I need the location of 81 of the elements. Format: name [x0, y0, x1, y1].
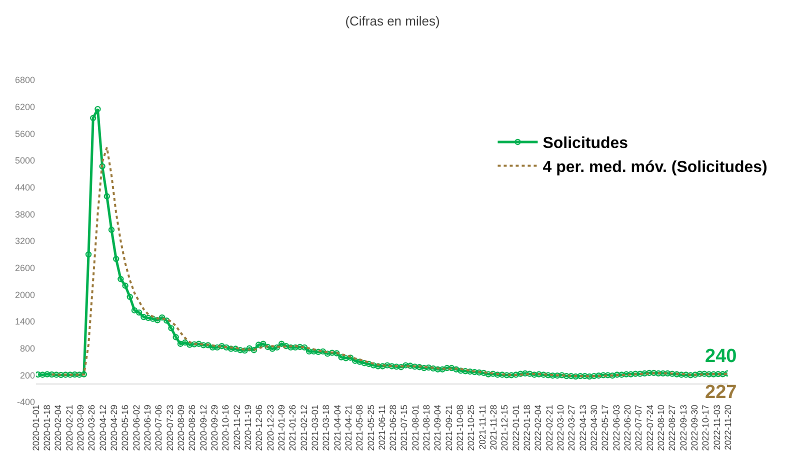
x-tick-label: 2022-01-01	[510, 404, 521, 451]
x-tick-label: 2020-01-01	[30, 404, 41, 451]
x-tick-label: 2022-05-17	[600, 404, 610, 451]
x-tick-label: 2020-10-16	[220, 404, 231, 451]
y-tick-label: 200	[20, 370, 35, 380]
x-tick-label: 2022-07-07	[634, 404, 644, 451]
x-tick-label: 2022-09-30	[689, 404, 700, 451]
x-tick-label: 2022-09-13	[678, 404, 688, 451]
x-tick-label: 2020-02-21	[64, 404, 74, 451]
x-tick-label: 2021-12-15	[500, 404, 510, 451]
x-tick-label: 2021-06-11	[376, 404, 387, 450]
legend-label: 4 per. med. móv. (Solicitudes)	[542, 159, 768, 176]
y-tick-label: 5000	[14, 156, 35, 166]
y-tick-label: 4400	[14, 182, 35, 192]
x-tick-label: 2021-09-21	[444, 404, 454, 451]
x-tick-label: 2021-05-08	[354, 404, 365, 451]
x-tick-label: 2022-04-13	[578, 404, 588, 451]
x-tick-label: 2022-02-04	[533, 404, 544, 451]
x-tick-label: 2020-08-26	[187, 404, 198, 451]
x-tick-label: 2020-07-06	[154, 404, 164, 451]
x-tick-label: 2020-04-12	[98, 404, 108, 451]
x-tick-label: 2021-04-04	[332, 404, 342, 451]
x-tick-label: 2020-01-18	[42, 404, 52, 451]
y-tick-label: -400	[16, 397, 35, 408]
x-tick-label: 2020-09-29	[210, 404, 220, 451]
x-tick-label: 2021-08-01	[410, 404, 420, 451]
y-tick-label: 3200	[14, 236, 35, 246]
x-tick-label: 2020-06-19	[142, 404, 153, 451]
x-tick-label: 2022-01-18	[522, 404, 532, 451]
x-tick-label: 2021-10-08	[455, 404, 466, 451]
annotation: 240	[705, 346, 737, 367]
x-tick-label: 2022-03-10	[556, 404, 566, 451]
x-tick-label: 2020-05-16	[120, 404, 130, 451]
annotation: 227	[705, 382, 737, 403]
x-tick-label: 2022-11-03	[712, 404, 722, 450]
x-tick-label: 2020-03-26	[86, 404, 97, 451]
x-tick-label: 2022-02-21	[544, 404, 554, 451]
chart-title: (Cifras en miles)	[345, 14, 440, 29]
y-tick-label: 1400	[14, 316, 35, 327]
y-tick-label: 3800	[14, 209, 35, 220]
x-tick-label: 2021-08-18	[422, 404, 432, 451]
x-tick-label: 2021-10-25	[466, 404, 476, 451]
x-tick-label: 2022-06-03	[611, 404, 622, 451]
x-tick-label: 2021-01-26	[288, 404, 298, 451]
y-tick-label: 6200	[14, 102, 35, 112]
x-tick-label: 2021-11-11	[477, 404, 488, 450]
x-tick-label: 2022-06-20	[622, 404, 632, 451]
x-tick-label: 2021-09-04	[432, 404, 443, 451]
x-tick-label: 2022-07-24	[644, 404, 655, 451]
x-tick-label: 2020-11-19	[242, 404, 253, 450]
x-tick-label: 2022-04-30	[588, 404, 599, 451]
legend-label: Solicitudes	[542, 135, 628, 152]
x-tick-label: 2021-07-15	[399, 404, 410, 451]
y-tick-label: 5600	[14, 128, 35, 139]
x-tick-label: 2020-02-04	[53, 404, 64, 451]
y-tick-label: 800	[20, 343, 35, 354]
x-tick-label: 2022-08-27	[667, 404, 678, 451]
x-tick-label: 2021-02-12	[298, 404, 309, 451]
x-tick-label: 2022-10-17	[700, 404, 711, 451]
x-tick-label: 2021-04-21	[343, 404, 354, 451]
y-tick-label: 6800	[14, 75, 35, 86]
x-tick-label: 2020-12-23	[265, 404, 276, 451]
x-tick-label: 2020-08-09	[176, 404, 186, 451]
x-tick-label: 2022-03-27	[566, 404, 577, 451]
x-tick-label: 2022-08-10	[656, 404, 666, 451]
x-tick-label: 2021-05-25	[366, 404, 376, 451]
x-tick-label: 2020-06-02	[131, 404, 142, 451]
x-tick-label: 2020-04-29	[109, 404, 120, 451]
x-tick-label: 2020-12-06	[254, 404, 264, 451]
x-tick-label: 2021-03-01	[310, 404, 320, 451]
x-tick-label: 2020-03-09	[76, 404, 86, 451]
x-tick-label: 2022-11-20	[722, 404, 733, 450]
x-tick-label: 2020-07-23	[164, 404, 175, 451]
x-tick-label: 2021-11-28	[488, 404, 499, 450]
x-tick-label: 2021-01-09	[276, 404, 286, 451]
y-tick-label: 2000	[14, 290, 35, 300]
x-tick-label: 2020-11-02	[232, 404, 242, 450]
x-tick-label: 2020-09-12	[198, 404, 208, 451]
x-tick-label: 2021-03-18	[321, 404, 332, 451]
y-tick-label: 2600	[14, 262, 35, 273]
x-tick-label: 2021-06-28	[388, 404, 398, 451]
